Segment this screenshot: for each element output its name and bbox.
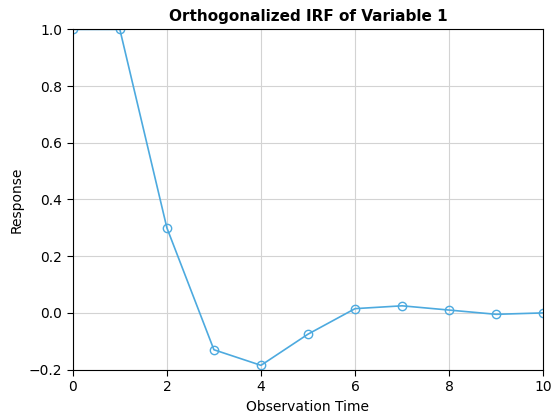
X-axis label: Observation Time: Observation Time bbox=[246, 399, 370, 414]
Title: Orthogonalized IRF of Variable 1: Orthogonalized IRF of Variable 1 bbox=[169, 9, 447, 24]
Y-axis label: Response: Response bbox=[10, 166, 24, 233]
